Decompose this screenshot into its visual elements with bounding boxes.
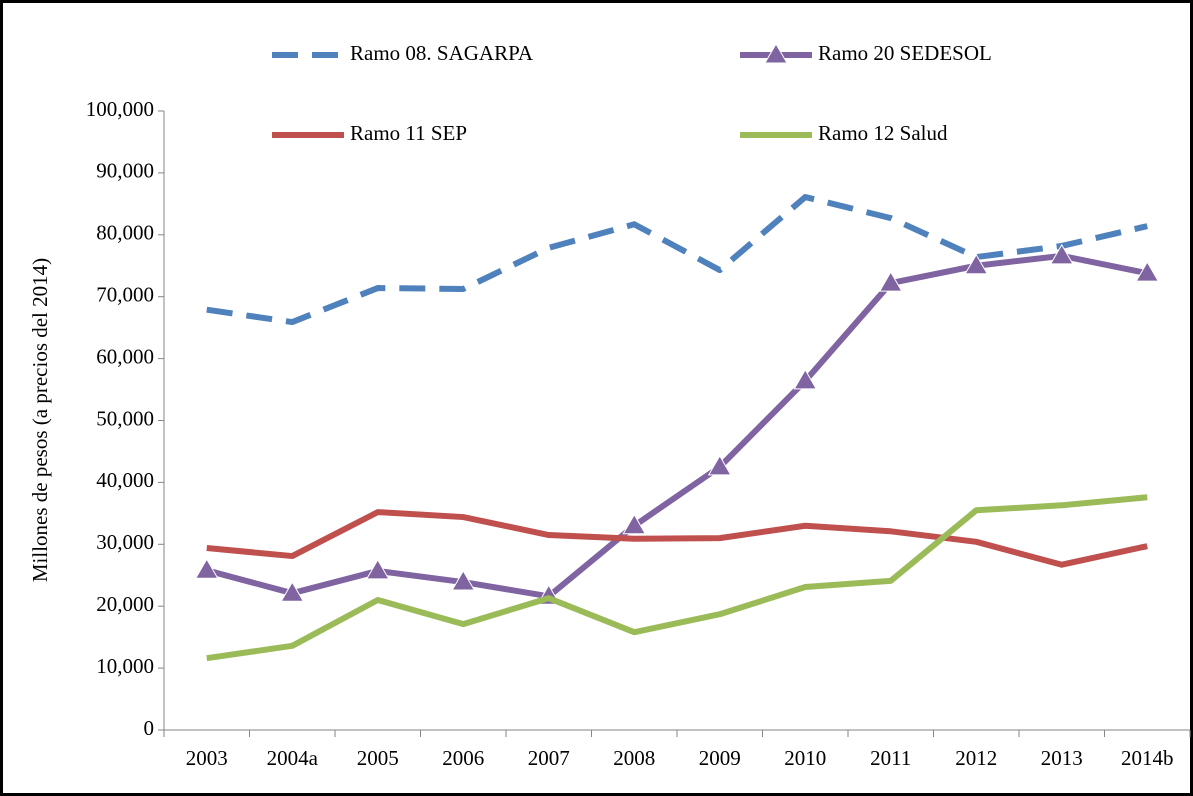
y-tick-label: 50,000 <box>96 406 154 430</box>
point-marker <box>365 558 390 580</box>
point-marker <box>878 271 903 292</box>
legend-marker <box>764 43 788 64</box>
series-line <box>206 494 1148 662</box>
x-tick-label: 2009 <box>699 746 741 770</box>
y-axis-label: Millones de pesos (a precios del 2014) <box>28 258 52 582</box>
series-line <box>206 194 1148 326</box>
y-tick-label: 0 <box>144 716 155 740</box>
point-marker <box>451 570 476 591</box>
point-marker <box>707 454 732 476</box>
x-tick-label: 2005 <box>357 746 399 770</box>
legend-label: Ramo 12 Salud <box>818 121 948 145</box>
y-tick-label: 70,000 <box>96 283 154 307</box>
x-tick-label: 2012 <box>955 746 997 770</box>
y-tick-label: 10,000 <box>96 654 154 678</box>
legend-label: Ramo 08. SAGARPA <box>350 41 534 65</box>
x-tick-label: 2008 <box>613 746 655 770</box>
x-tick-label: 2003 <box>186 746 228 770</box>
legend-label: Ramo 20 SEDESOL <box>818 41 992 65</box>
y-tick-label: 100,000 <box>86 97 154 121</box>
y-tick-label: 60,000 <box>96 344 154 368</box>
point-marker <box>1135 261 1160 282</box>
x-tick-label: 2013 <box>1041 746 1083 770</box>
y-tick-label: 80,000 <box>96 221 154 245</box>
point-marker <box>964 253 989 275</box>
x-tick-label: 2011 <box>870 746 911 770</box>
y-tick-label: 40,000 <box>96 468 154 492</box>
series-line <box>206 509 1148 568</box>
y-tick-label: 90,000 <box>96 159 154 183</box>
y-tick-label: 30,000 <box>96 530 154 554</box>
point-marker <box>194 558 219 579</box>
x-tick-label: 2007 <box>528 746 570 770</box>
x-tick-label: 2004a <box>267 746 319 770</box>
x-tick-label: 2006 <box>442 746 484 770</box>
point-marker <box>1049 243 1074 265</box>
legend-label: Ramo 11 SEP <box>350 121 467 145</box>
series-line <box>205 252 1148 600</box>
point-marker <box>280 581 305 602</box>
x-tick-label: 2010 <box>784 746 826 770</box>
y-tick-label: 20,000 <box>96 592 154 616</box>
x-tick-label: 2014b <box>1121 746 1174 770</box>
point-marker <box>793 368 818 390</box>
point-marker <box>622 513 647 535</box>
